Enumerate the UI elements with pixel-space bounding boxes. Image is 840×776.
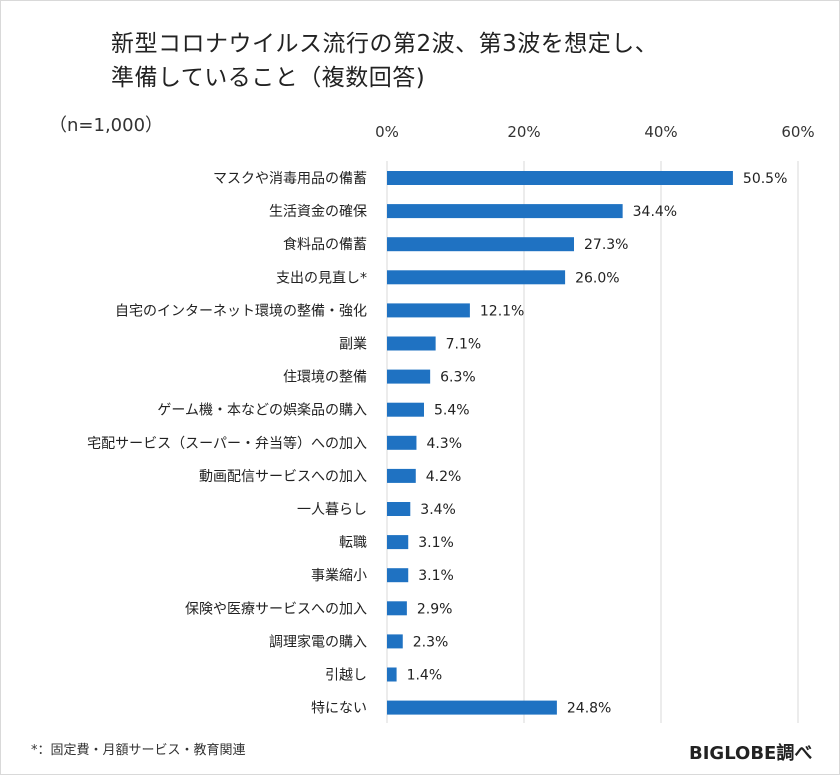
category-label: 調理家電の購入 — [269, 633, 367, 650]
bar — [387, 601, 407, 616]
bar — [387, 369, 431, 384]
bar — [387, 237, 575, 252]
category-label: 保険や医療サービスへの加入 — [185, 600, 367, 617]
bar — [387, 435, 417, 450]
bar — [387, 336, 436, 351]
chart-title-line-1: 新型コロナウイルス流行の第2波、第3波を想定し、 — [111, 31, 659, 57]
value-label: 34.4% — [633, 204, 677, 220]
chart-title: 新型コロナウイルス流行の第2波、第3波を想定し、 準備していること（複数回答) — [111, 27, 811, 95]
value-label: 3.4% — [420, 502, 456, 518]
x-tick-label: 40% — [644, 123, 677, 141]
value-label: 12.1% — [480, 303, 524, 319]
category-label: マスクや消毒用品の備蓄 — [213, 171, 367, 187]
category-label: 事業縮小 — [311, 568, 367, 584]
category-label: ゲーム機・本などの娯楽品の購入 — [157, 403, 367, 419]
bar — [387, 402, 424, 417]
footnote: *：固定費・月額サービス・教育関連 — [31, 743, 246, 758]
x-tick-label: 20% — [507, 123, 540, 141]
category-label: 転職 — [339, 535, 367, 551]
value-label: 7.1% — [446, 337, 482, 353]
value-label: 4.3% — [426, 436, 462, 452]
category-label: 動画配信サービスへの加入 — [199, 469, 367, 485]
bar — [387, 303, 470, 318]
category-label: 一人暮らし — [297, 502, 367, 518]
value-label: 1.4% — [407, 668, 443, 684]
bar — [387, 502, 411, 516]
value-label: 2.3% — [413, 634, 449, 650]
source-label: BIGLOBE調べ — [689, 743, 813, 764]
value-label: 6.3% — [440, 370, 476, 386]
bar — [387, 634, 403, 649]
bar — [387, 667, 397, 682]
bar — [387, 568, 409, 583]
value-label: 3.1% — [418, 535, 454, 551]
category-label: 食料品の備蓄 — [283, 236, 367, 253]
bar — [387, 204, 623, 219]
value-label: 27.3% — [584, 237, 628, 253]
value-label: 50.5% — [743, 171, 787, 187]
value-label: 2.9% — [417, 601, 453, 617]
bar — [387, 700, 557, 715]
value-label: 26.0% — [575, 270, 619, 286]
x-tick-label: 60% — [781, 123, 814, 141]
bar — [387, 171, 733, 185]
value-label: 24.8% — [567, 701, 611, 717]
sample-size-label: （n=1,000） — [49, 115, 164, 136]
category-label: 自宅のインターネット環境の整備・強化 — [115, 303, 367, 319]
category-label: 引越し — [325, 668, 367, 684]
value-label: 5.4% — [434, 403, 470, 419]
x-tick-label: 0% — [375, 123, 399, 141]
category-label: 宅配サービス（スーパー・弁当等）への加入 — [87, 435, 367, 452]
bar — [387, 535, 409, 550]
value-label: 3.1% — [418, 568, 454, 584]
category-label: 住環境の整備 — [283, 370, 367, 386]
bar — [387, 270, 566, 285]
chart-title-line-2: 準備していること（複数回答) — [111, 65, 426, 91]
category-label: 副業 — [339, 337, 367, 353]
value-label: 4.2% — [426, 469, 462, 485]
category-label: 支出の見直し* — [276, 269, 367, 286]
category-label: 特にない — [311, 701, 367, 717]
category-label: 生活資金の確保 — [269, 204, 367, 220]
bar — [387, 468, 416, 483]
